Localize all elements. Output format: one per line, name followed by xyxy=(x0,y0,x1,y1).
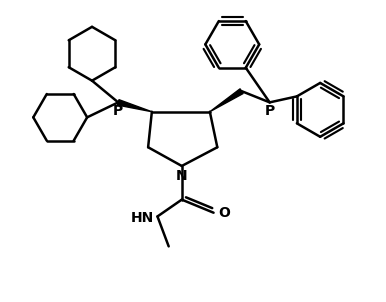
Polygon shape xyxy=(117,100,152,112)
Text: N: N xyxy=(176,169,188,183)
Text: HN: HN xyxy=(130,211,154,225)
Text: P: P xyxy=(113,104,123,118)
Text: O: O xyxy=(218,206,230,220)
Text: P: P xyxy=(264,104,275,118)
Polygon shape xyxy=(210,89,243,112)
